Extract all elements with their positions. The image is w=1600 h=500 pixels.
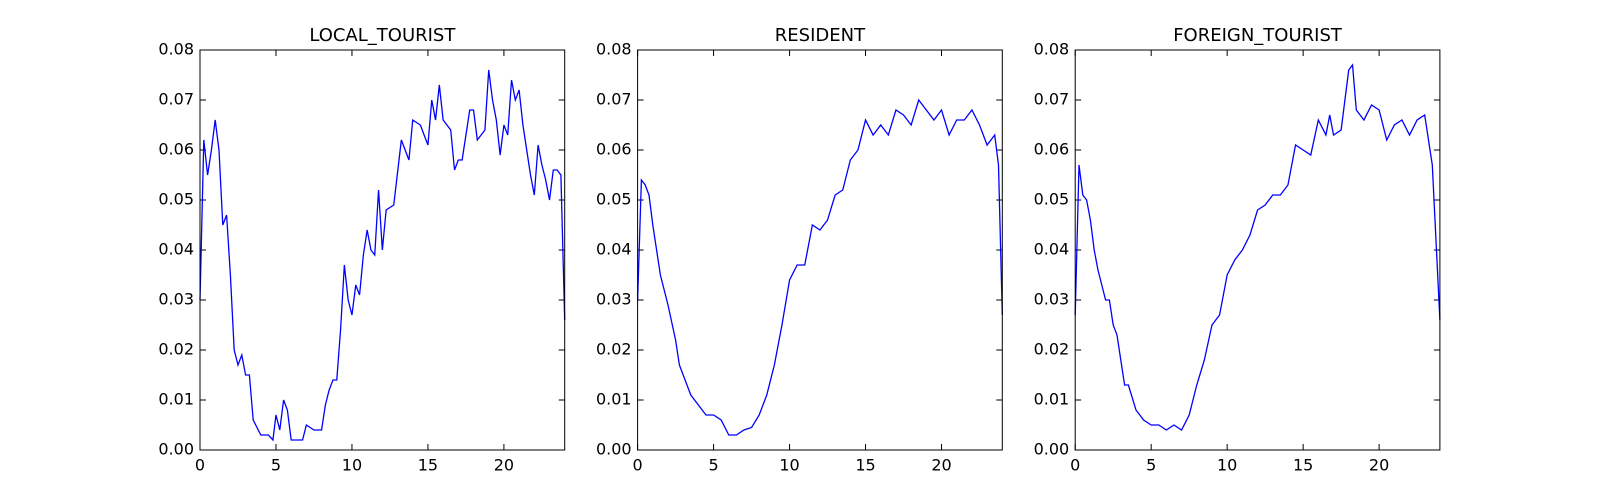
y-tick-label: 0.07	[158, 90, 194, 109]
y-tick-label: 0.00	[596, 440, 632, 459]
y-tick-label: 0.05	[596, 190, 632, 209]
y-tick-label: 0.08	[596, 40, 632, 59]
axes-frame	[199, 49, 566, 451]
y-tick-label: 0.03	[1034, 290, 1070, 309]
y-tick-label: 0.04	[596, 240, 632, 259]
y-tick-label: 0.03	[596, 290, 632, 309]
x-tick-label: 20	[931, 456, 951, 475]
y-tick-label: 0.02	[158, 340, 194, 359]
y-tick-label: 0.08	[1034, 40, 1070, 59]
y-tick-label: 0.08	[158, 40, 194, 59]
y-tick-label: 0.01	[1034, 390, 1070, 409]
y-tick-label: 0.06	[158, 140, 194, 159]
y-tick-label: 0.06	[596, 140, 632, 159]
y-tick-label: 0.02	[1034, 340, 1070, 359]
x-tick-label: 0	[633, 456, 643, 475]
x-tick-label: 0	[195, 456, 205, 475]
axes-frame	[1074, 49, 1441, 451]
data-line	[199, 69, 566, 442]
y-tick-label: 0.07	[1034, 90, 1070, 109]
x-tick-label: 20	[1369, 456, 1389, 475]
y-tick-label: 0.01	[158, 390, 194, 409]
x-tick-label: 5	[708, 456, 718, 475]
x-tick-label: 15	[855, 456, 875, 475]
axes-frame	[637, 49, 1003, 451]
y-tick-label: 0.04	[158, 240, 194, 259]
chart-title: RESIDENT	[775, 25, 866, 46]
y-tick-label: 0.02	[596, 340, 632, 359]
y-tick-label: 0.00	[158, 440, 194, 459]
y-tick-label: 0.00	[1034, 440, 1070, 459]
y-tick-label: 0.05	[1034, 190, 1070, 209]
chart-title: FOREIGN_TOURIST	[1173, 25, 1343, 46]
x-tick-label: 10	[779, 456, 799, 475]
x-tick-label: 5	[1146, 456, 1156, 475]
chart-title: LOCAL_TOURIST	[309, 25, 456, 46]
x-tick-label: 5	[271, 456, 281, 475]
data-line	[636, 98, 1003, 436]
y-tick-label: 0.05	[158, 190, 194, 209]
x-tick-label: 0	[1070, 456, 1080, 475]
y-tick-label: 0.06	[1034, 140, 1070, 159]
y-tick-label: 0.04	[1034, 240, 1070, 259]
x-tick-label: 15	[1293, 456, 1313, 475]
x-tick-label: 10	[342, 456, 362, 475]
data-line	[1074, 63, 1441, 431]
y-tick-label: 0.07	[596, 90, 632, 109]
x-tick-label: 10	[1217, 456, 1237, 475]
x-tick-label: 20	[494, 456, 514, 475]
y-tick-label: 0.03	[158, 290, 194, 309]
y-tick-label: 0.01	[596, 390, 632, 409]
x-tick-label: 15	[418, 456, 438, 475]
